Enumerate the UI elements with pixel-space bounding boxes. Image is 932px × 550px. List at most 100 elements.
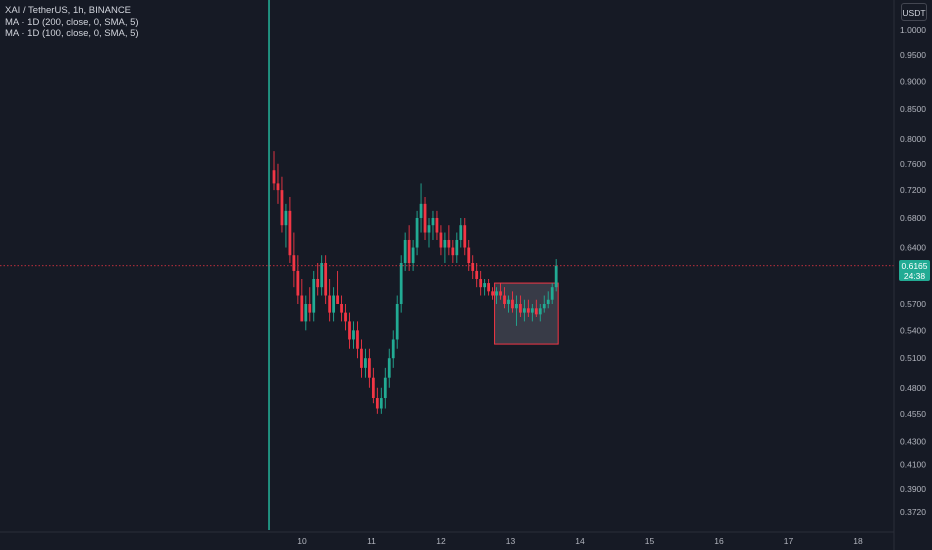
candle-body: [308, 303, 312, 313]
candle-body: [431, 217, 435, 226]
legend-ma-100[interactable]: MA · 1D (100, close, 0, SMA, 5): [5, 28, 139, 39]
candle-body: [542, 303, 546, 309]
candle-body: [435, 217, 439, 233]
candle-body: [550, 287, 554, 300]
candle-body: [324, 263, 328, 296]
y-tick-label: 0.6400: [900, 243, 926, 253]
rectangle-drawing: [494, 282, 559, 345]
x-tick-label: 13: [506, 536, 516, 546]
candle-body: [364, 358, 367, 368]
candle-body: [534, 308, 538, 315]
candle-body: [526, 308, 530, 313]
candle-body: [538, 308, 542, 315]
y-tick-label: 1.0000: [900, 25, 926, 35]
current-price-value: 0.6165: [901, 261, 928, 271]
candle-body: [475, 270, 479, 279]
candle-body: [491, 291, 494, 296]
candle-body: [340, 303, 343, 313]
candle-body: [519, 303, 522, 313]
y-tick-label: 0.9000: [900, 76, 926, 86]
legend-ma-200[interactable]: MA · 1D (200, close, 0, SMA, 5): [5, 16, 139, 28]
candle-body: [272, 170, 276, 184]
candle-body: [276, 183, 280, 191]
x-tick-label: 12: [436, 536, 446, 546]
candle-body: [443, 239, 447, 248]
bar-countdown: 24:38: [903, 271, 926, 281]
candle-body: [288, 210, 292, 256]
y-tick-label: 0.9500: [900, 50, 926, 60]
candle-body: [399, 263, 403, 304]
y-tick-label: 0.8000: [900, 134, 926, 144]
y-tick-label: 0.5400: [900, 325, 926, 335]
candle-body: [352, 330, 355, 340]
y-tick-label: 0.6800: [900, 213, 926, 223]
candle-body: [479, 278, 483, 288]
candle-body: [467, 247, 471, 264]
candle-body: [320, 263, 324, 288]
candle-body: [407, 239, 411, 264]
candle-body: [546, 299, 550, 304]
candle-body: [455, 239, 459, 256]
y-tick-label: 0.3900: [900, 484, 926, 494]
candle-body: [356, 330, 359, 349]
candle-body: [348, 321, 351, 340]
candle-body: [423, 203, 427, 233]
candle-body: [530, 308, 534, 313]
candle-body: [391, 339, 395, 359]
candle-body: [447, 239, 451, 248]
candle-body: [284, 210, 288, 226]
candle-body: [419, 203, 423, 218]
y-tick-label: 0.8500: [900, 104, 926, 114]
candle-body: [487, 283, 491, 292]
y-tick-label: 0.7200: [900, 185, 926, 195]
candle-body: [499, 291, 502, 296]
candle-body: [316, 278, 320, 288]
y-tick-label: 0.4800: [900, 383, 926, 393]
candle-body: [451, 247, 455, 256]
x-tick-label: 10: [297, 536, 307, 546]
candle-body: [336, 295, 339, 304]
current-price-tag: 0.6165 24:38: [899, 260, 930, 281]
y-tick-label: 0.7600: [900, 159, 926, 169]
candle-body: [439, 232, 443, 248]
candle-body: [503, 295, 506, 304]
candle-body: [292, 255, 296, 271]
candle-body: [495, 291, 498, 296]
y-tick-label: 0.5100: [900, 353, 926, 363]
x-tick-label: 15: [645, 536, 655, 546]
x-tick-label: 17: [784, 536, 794, 546]
candle-body: [360, 348, 363, 368]
y-tick-label: 0.4100: [900, 460, 926, 470]
candle-body: [522, 308, 526, 313]
candle-body: [471, 263, 475, 271]
candle-body: [296, 270, 300, 296]
candle-body: [554, 265, 558, 288]
candle-body: [427, 225, 431, 233]
currency-button[interactable]: USDT: [901, 3, 927, 21]
candle-body: [403, 239, 407, 264]
candle-body: [312, 278, 316, 313]
candle-body: [483, 283, 487, 288]
legend-symbol-line[interactable]: XAI / TetherUS, 1h, BINANCE: [5, 5, 132, 16]
candle-body: [507, 299, 510, 304]
x-tick-label: 18: [853, 536, 863, 546]
candle-body: [328, 295, 332, 313]
y-tick-label: 0.4550: [900, 409, 926, 419]
candle-body: [511, 299, 514, 309]
candle-body: [415, 217, 419, 248]
chart-legend: XAI / TetherUS, 1h, BINANCE MA · 1D (200…: [5, 5, 139, 40]
candle-body: [459, 225, 463, 240]
candle-body: [280, 190, 284, 226]
x-tick-label: 16: [714, 536, 724, 546]
candle-body: [375, 398, 379, 409]
candle-body: [332, 295, 336, 313]
candle-body: [304, 303, 308, 322]
y-tick-label: 0.3720: [900, 507, 926, 517]
candle-body: [411, 247, 415, 264]
x-tick-label: 14: [575, 536, 585, 546]
candle-body: [463, 225, 467, 248]
x-tick-label: 11: [367, 536, 376, 546]
candle-body: [387, 358, 391, 378]
